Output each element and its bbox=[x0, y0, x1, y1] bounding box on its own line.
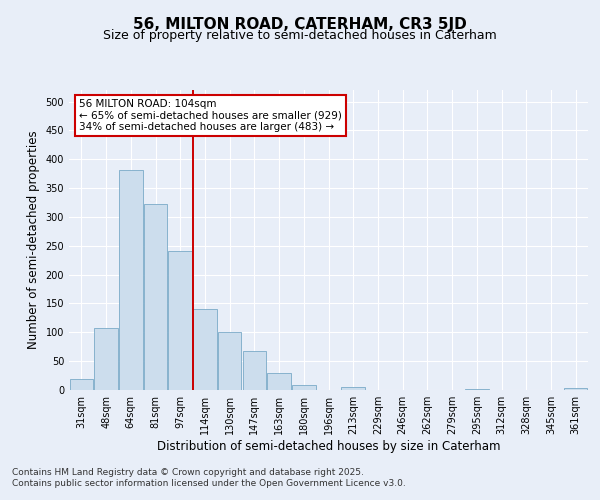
Text: 56 MILTON ROAD: 104sqm
← 65% of semi-detached houses are smaller (929)
34% of se: 56 MILTON ROAD: 104sqm ← 65% of semi-det… bbox=[79, 99, 342, 132]
Bar bbox=[292, 385, 316, 390]
Bar bbox=[218, 332, 241, 390]
Text: Size of property relative to semi-detached houses in Caterham: Size of property relative to semi-detach… bbox=[103, 29, 497, 42]
Bar bbox=[169, 251, 192, 390]
Bar bbox=[341, 386, 365, 390]
Bar bbox=[94, 328, 118, 390]
X-axis label: Distribution of semi-detached houses by size in Caterham: Distribution of semi-detached houses by … bbox=[157, 440, 500, 453]
Y-axis label: Number of semi-detached properties: Number of semi-detached properties bbox=[27, 130, 40, 350]
Bar bbox=[564, 388, 587, 390]
Bar bbox=[193, 309, 217, 390]
Bar bbox=[70, 379, 93, 390]
Bar bbox=[119, 170, 143, 390]
Bar bbox=[144, 204, 167, 390]
Text: Contains HM Land Registry data © Crown copyright and database right 2025.
Contai: Contains HM Land Registry data © Crown c… bbox=[12, 468, 406, 487]
Bar bbox=[268, 374, 291, 390]
Bar bbox=[465, 389, 488, 390]
Text: 56, MILTON ROAD, CATERHAM, CR3 5JD: 56, MILTON ROAD, CATERHAM, CR3 5JD bbox=[133, 18, 467, 32]
Bar bbox=[242, 351, 266, 390]
